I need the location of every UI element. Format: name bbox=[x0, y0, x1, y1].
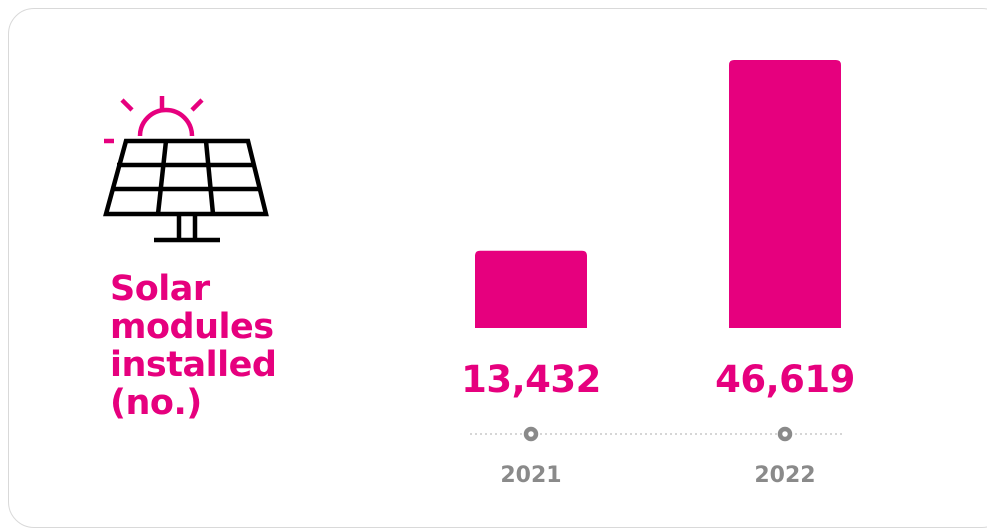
solar-panel-icon bbox=[103, 96, 269, 243]
bar-2022 bbox=[729, 60, 841, 328]
chart-title: Solar modules installed (no.) bbox=[110, 269, 277, 423]
bar-2021 bbox=[475, 250, 587, 328]
title-line-3: installed bbox=[110, 345, 277, 385]
x-tick-label-2022: 2022 bbox=[754, 463, 815, 488]
x-tick-label-2021: 2021 bbox=[500, 463, 561, 488]
value-label-2021: 13,432 bbox=[461, 358, 601, 401]
value-label-2022: 46,619 bbox=[715, 358, 855, 401]
title-line-4: (no.) bbox=[110, 383, 202, 423]
title-line-1: Solar bbox=[110, 269, 210, 309]
title-line-2: modules bbox=[110, 307, 274, 347]
axis-marker-2022 bbox=[777, 426, 793, 442]
axis-marker-2021 bbox=[523, 426, 539, 442]
